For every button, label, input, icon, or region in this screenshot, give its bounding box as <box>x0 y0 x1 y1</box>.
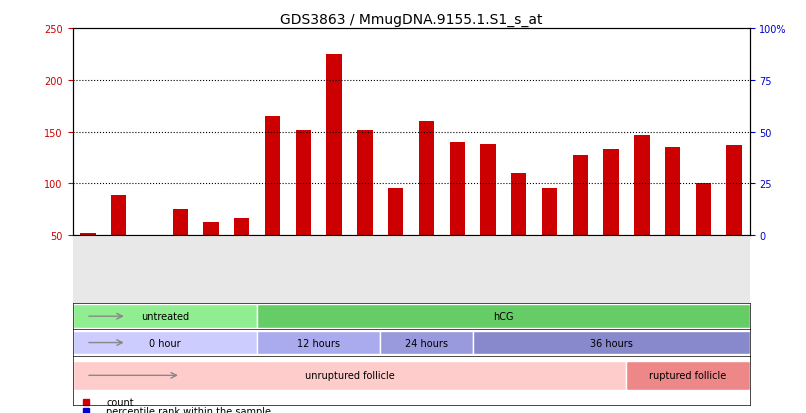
Bar <box>696 184 711 235</box>
Text: 12 hours: 12 hours <box>297 338 340 348</box>
Bar <box>634 135 650 235</box>
Bar <box>511 173 526 235</box>
Text: count: count <box>106 397 134 407</box>
Text: unruptured follicle: unruptured follicle <box>305 370 394 380</box>
Bar <box>665 148 680 235</box>
Bar <box>257 331 380 355</box>
Bar <box>357 130 372 235</box>
Bar <box>234 218 250 235</box>
Bar <box>480 145 496 235</box>
Bar <box>726 146 742 235</box>
Bar <box>73 331 257 355</box>
Bar <box>257 304 750 328</box>
Bar <box>626 361 750 390</box>
Bar <box>388 188 403 235</box>
Bar <box>450 142 465 235</box>
Bar <box>572 156 588 235</box>
Bar <box>380 331 472 355</box>
Bar <box>172 210 188 235</box>
Bar <box>265 117 280 235</box>
Text: ruptured follicle: ruptured follicle <box>650 370 727 380</box>
Text: 36 hours: 36 hours <box>590 338 633 348</box>
Bar <box>419 122 434 235</box>
Bar <box>81 233 96 235</box>
Title: GDS3863 / MmugDNA.9155.1.S1_s_at: GDS3863 / MmugDNA.9155.1.S1_s_at <box>280 12 542 26</box>
Bar <box>296 130 311 235</box>
Text: 0 hour: 0 hour <box>149 338 181 348</box>
Bar <box>73 361 626 390</box>
Bar <box>542 188 557 235</box>
Bar <box>411 397 750 404</box>
Bar <box>203 222 218 235</box>
Text: 24 hours: 24 hours <box>405 338 448 348</box>
Bar <box>326 55 342 235</box>
Bar <box>472 331 750 355</box>
Bar <box>604 150 619 235</box>
Bar <box>73 304 257 328</box>
Bar <box>111 195 127 235</box>
Text: hCG: hCG <box>493 311 513 321</box>
Text: untreated: untreated <box>141 311 189 321</box>
Text: percentile rank within the sample: percentile rank within the sample <box>106 406 272 413</box>
